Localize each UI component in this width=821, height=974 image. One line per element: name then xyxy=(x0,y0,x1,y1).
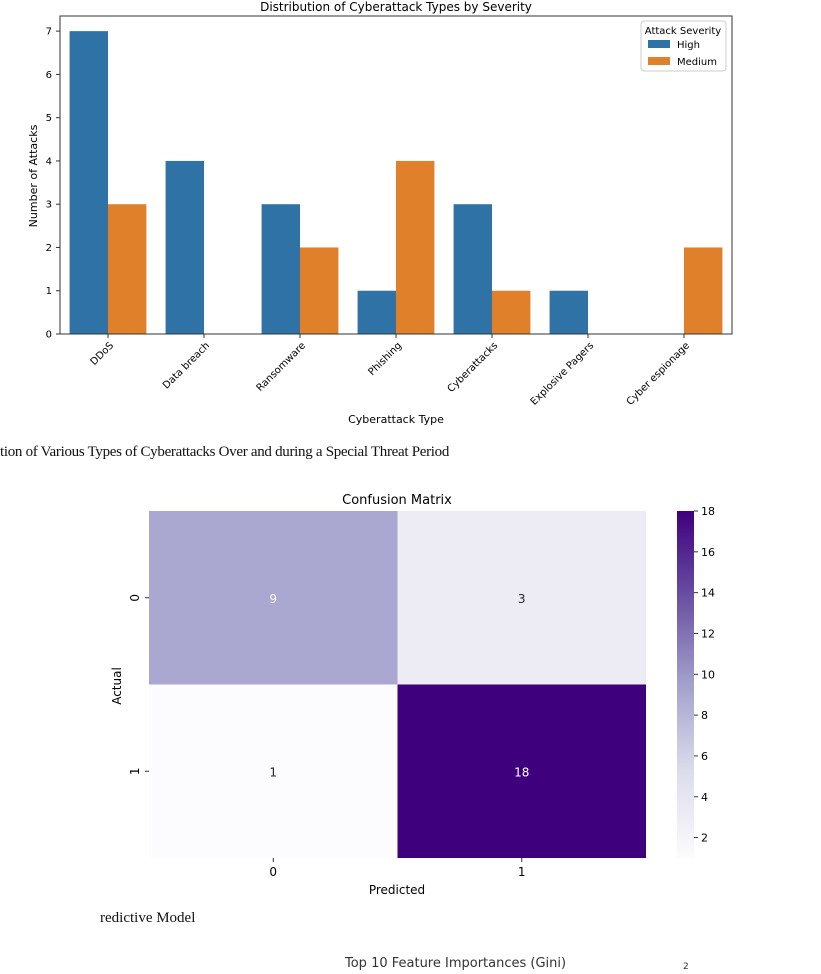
figure2-caption: redictive Model xyxy=(100,910,196,926)
figure3-tick-label: 2 xyxy=(683,962,689,972)
plot-frame xyxy=(59,15,733,335)
confusion-matrix-chart: Confusion Matrix 9 31 18 0 101 Predicted Ac… xyxy=(110,493,715,897)
bar-medium xyxy=(300,247,339,334)
heatmap-cell xyxy=(149,684,398,858)
x-tick-label: Ransomware xyxy=(255,340,308,393)
colorbar-tick-label: 8 xyxy=(701,709,708,722)
colorbar xyxy=(677,511,694,858)
y-tick-label: 1 xyxy=(128,767,142,775)
heatmap-cell xyxy=(149,511,398,685)
heatmap-y-label: Actual xyxy=(110,667,124,705)
legend-swatch-high xyxy=(648,40,670,48)
y-axis-label: Number of Attacks xyxy=(27,124,40,227)
chart-title: Distribution of Cyberattack Types by Sev… xyxy=(260,0,532,14)
x-tick-label: Cyberattacks xyxy=(446,340,501,395)
heatmap-cell xyxy=(397,511,646,685)
bar-medium xyxy=(684,247,723,334)
y-axis: 0 1 2 3 4 5 6 7 xyxy=(46,27,60,341)
heatmap-title: Confusion Matrix xyxy=(342,493,452,508)
colorbar-tick-label: 10 xyxy=(701,668,715,681)
y-tick-label: 6 xyxy=(46,70,52,81)
heatmap-cell-value: 1 xyxy=(269,765,277,779)
colorbar-tick-label: 14 xyxy=(701,587,715,600)
x-tick-label: Data breach xyxy=(161,340,212,391)
heatmap-cell-value: 3 xyxy=(518,592,526,606)
y-tick-label: 1 xyxy=(46,286,52,297)
y-tick-label: 0 xyxy=(46,330,52,341)
bar-high xyxy=(261,204,300,334)
colorbar-tick-label: 6 xyxy=(701,750,708,763)
heatmap-cell-value: 9 xyxy=(269,592,277,606)
y-tick-label: 4 xyxy=(46,156,52,167)
x-axis: DDoS Data breach Ransomware Phishing Cyberat… xyxy=(89,334,692,408)
colorbar-ticks: 2 4 6 8 10 12 14 16 18 xyxy=(694,505,715,845)
heatmap-cells: 9 3 1 18 xyxy=(149,511,646,858)
figure1-caption: tion of Various Types of Cyberattacks Ov… xyxy=(0,444,450,460)
heatmap-cell-value: 18 xyxy=(514,765,529,779)
y-tick-label: 7 xyxy=(46,27,52,38)
figure3-title: Top 10 Feature Importances (Gini) xyxy=(345,956,567,971)
y-tick-label: 5 xyxy=(46,113,52,124)
x-tick-label: DDoS xyxy=(89,340,116,367)
bar-high xyxy=(69,31,108,335)
legend-label-medium: Medium xyxy=(677,57,717,68)
x-tick-label: 1 xyxy=(518,865,526,879)
colorbar-tick-label: 2 xyxy=(701,832,708,845)
bar-high xyxy=(453,204,492,334)
bar-high xyxy=(549,290,588,334)
colorbar-tick-label: 16 xyxy=(701,546,715,559)
legend-title: Attack Severity xyxy=(645,26,721,37)
colorbar-tick-label: 12 xyxy=(701,627,715,640)
heatmap-x-label: Predicted xyxy=(369,883,425,897)
legend: Attack Severity High Medium xyxy=(640,20,727,72)
legend-label-high: High xyxy=(677,40,700,51)
bar-medium xyxy=(396,160,435,334)
x-tick-label: Explosive Pagers xyxy=(529,340,596,407)
bar-high xyxy=(165,160,204,334)
heatmap-axes: 0 1 0 1 xyxy=(128,594,526,879)
bar-high xyxy=(357,290,396,334)
bar-medium xyxy=(108,204,147,334)
heatmap-cell xyxy=(397,684,646,858)
y-tick-label: 3 xyxy=(46,200,52,211)
cyberattack-bar-chart: Distribution of Cyberattack Types by Sev… xyxy=(27,0,733,426)
legend-swatch-medium xyxy=(648,57,670,65)
bar-medium xyxy=(492,290,531,334)
y-tick-label: 0 xyxy=(128,594,142,602)
x-tick-label: 0 xyxy=(269,865,277,879)
colorbar-tick-label: 4 xyxy=(701,791,708,804)
x-tick-label: Cyber espionage xyxy=(625,340,692,407)
x-axis-label: Cyberattack Type xyxy=(348,413,444,426)
colorbar-tick-label: 18 xyxy=(701,505,715,518)
bar-series xyxy=(69,31,723,335)
y-tick-label: 2 xyxy=(46,243,52,254)
x-tick-label: Phishing xyxy=(367,340,405,378)
